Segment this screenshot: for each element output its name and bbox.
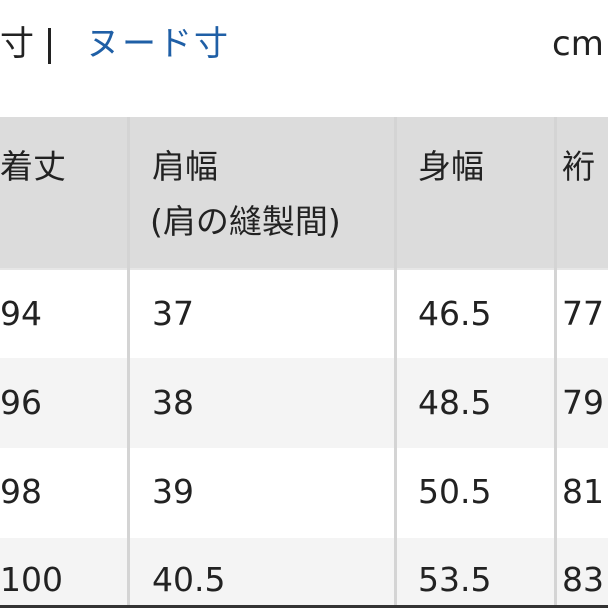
table-header-row [0,117,608,270]
header-length: 着丈 [0,147,66,186]
cell-chest: 50.5 [418,472,492,511]
tab-nude-size[interactable]: ヌード寸 [86,24,230,64]
cell-chest: 48.5 [418,383,492,422]
header-sleeve: 裄 [562,147,595,186]
table-row [0,448,608,538]
cell-shoulder: 37 [152,294,194,333]
cell-sleeve: 83 [562,560,604,599]
column-divider [554,117,557,605]
header-chest: 身幅 [418,147,484,186]
header-shoulder: 肩幅 [152,147,218,186]
table-row [0,270,608,358]
cell-chest: 53.5 [418,560,492,599]
unit-label: cm [552,24,604,64]
cell-shoulder: 39 [152,472,194,511]
cell-shoulder: 38 [152,383,194,422]
tab-finished-size[interactable]: 寸 [0,24,34,64]
header-divider [0,268,608,270]
header-shoulder-note: (肩の縫製間) [150,202,341,241]
cell-shoulder: 40.5 [152,560,226,599]
column-divider [127,117,130,605]
tab-divider [48,28,51,64]
cell-length: 98 [0,472,42,511]
column-divider [394,117,397,605]
cell-chest: 46.5 [418,294,492,333]
cell-length: 100 [0,560,63,599]
table-row [0,358,608,448]
cell-sleeve: 79 [562,383,604,422]
cell-sleeve: 77 [562,294,604,333]
bottom-border [0,605,608,608]
cell-length: 96 [0,383,42,422]
cell-sleeve: 81 [562,472,604,511]
table-row [0,538,608,605]
cell-length: 94 [0,294,42,333]
